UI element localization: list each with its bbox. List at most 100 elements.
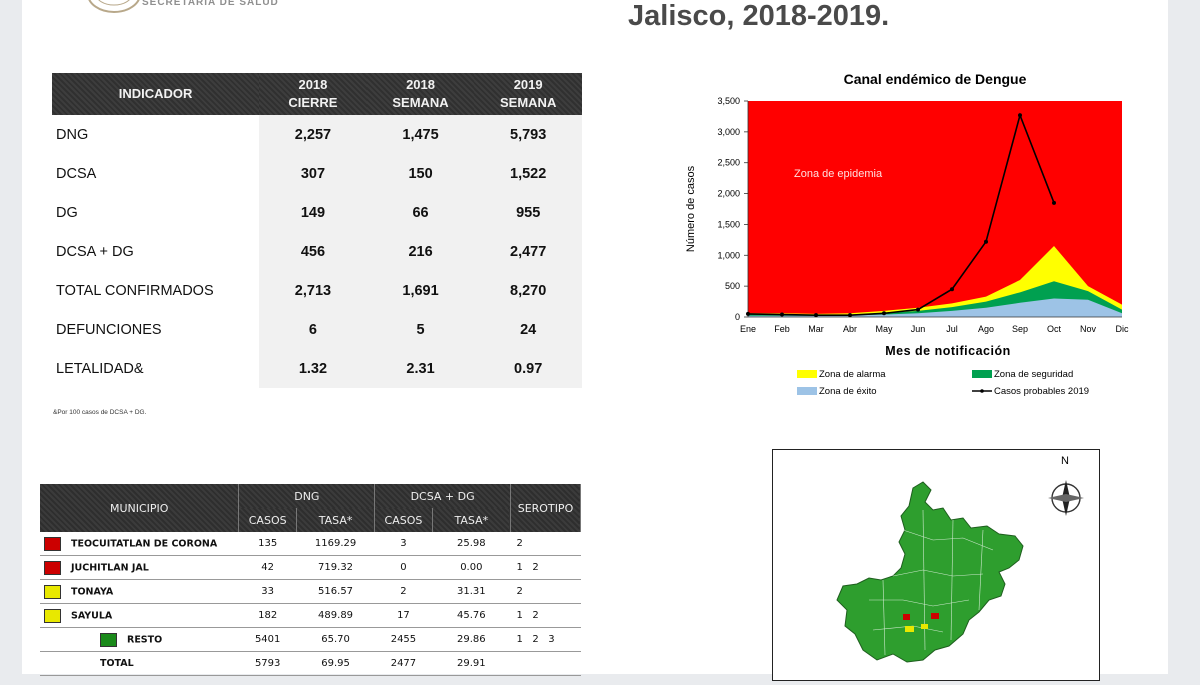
risk-color-square	[44, 584, 61, 599]
risk-color-square	[100, 632, 117, 647]
north-label: N	[1061, 455, 1069, 467]
municipio-name: JUCHITLAN JAL	[71, 562, 149, 573]
header-year: 2018	[406, 77, 435, 92]
line-point	[848, 313, 852, 318]
indicator-label: DCSA + DG	[56, 243, 134, 260]
x-tick-label: Oct	[1047, 324, 1062, 334]
risk-color-square	[44, 608, 61, 623]
indicator-row: DG 149 66 955	[52, 193, 582, 232]
header-2018-cierre: 2018 CIERRE	[259, 73, 367, 115]
indicator-row: DCSA + DG 456 216 2,477	[52, 232, 582, 271]
municipio-name-cell: TOTAL	[40, 651, 239, 676]
page-title: Jalisco, 2018-2019.	[628, 0, 890, 32]
indicator-row: DNG 2,257 1,475 5,793	[52, 115, 582, 154]
line-point	[916, 307, 920, 312]
indicator-value: 6	[259, 310, 367, 349]
indicator-value: 8,270	[474, 271, 582, 310]
line-point	[746, 311, 750, 316]
municipio-row: SAYULA 182 489.89 17 45.76 1 2	[40, 603, 581, 628]
legend-swatch-point	[980, 389, 984, 393]
municipio-name: RESTO	[127, 634, 163, 645]
indicator-value: 1.32	[259, 349, 367, 388]
epidemic-zone-label: Zona de epidemia	[794, 168, 883, 180]
dcsa-tasa: 29.91	[432, 651, 511, 676]
line-point	[984, 239, 988, 244]
header-period: CIERRE	[288, 95, 338, 110]
municipio-row: RESTO 5401 65.70 2455 29.86 1 2 3	[40, 627, 581, 652]
indicator-row: TOTAL CONFIRMADOS 2,713 1,691 8,270	[52, 271, 582, 310]
legend-label: Casos probables 2019	[994, 386, 1089, 397]
header-period: SEMANA	[392, 95, 449, 110]
line-point	[950, 287, 954, 292]
dcsa-casos: 2477	[374, 651, 433, 676]
x-tick-label: Feb	[774, 324, 790, 334]
chart-title: Canal endémico de Dengue	[844, 71, 1027, 87]
report-page: SECRETARÍA DE SALUD Jalisco, 2018-2019. …	[22, 0, 1168, 681]
dng-casos: 182	[238, 603, 297, 628]
indicator-label: DCSA	[56, 165, 97, 182]
red-municipality-marker	[931, 613, 939, 619]
header-dng: DNG	[238, 484, 376, 508]
dng-casos: 33	[238, 579, 297, 604]
indicators-table: INDICADOR 2018 CIERRE 2018 SEMANA 2019 S…	[52, 73, 582, 388]
municipio-row: TOTAL 5793 69.95 2477 29.91	[40, 651, 581, 676]
line-point	[1018, 113, 1022, 118]
x-tick-label: Sep	[1012, 324, 1028, 334]
y-tick-label: 3,500	[717, 96, 740, 106]
header-casos: CASOS	[374, 508, 433, 532]
indicator-value: 216	[366, 232, 475, 271]
risk-color-square	[44, 560, 61, 575]
dng-casos: 5401	[238, 627, 297, 652]
dng-tasa: 719.32	[296, 555, 375, 580]
dcsa-tasa: 31.31	[432, 579, 511, 604]
yellow-municipality-marker	[921, 624, 928, 629]
risk-color-square	[44, 536, 61, 551]
serotipo-value	[510, 651, 581, 676]
indicator-value: 1,475	[366, 115, 475, 154]
indicator-label: LETALIDAD&	[56, 360, 144, 377]
y-tick-label: 0	[735, 312, 740, 322]
indicator-value: 150	[366, 154, 475, 193]
indicator-value: 456	[259, 232, 367, 271]
legend-label: Zona de alarma	[819, 369, 886, 380]
dcsa-casos: 2	[374, 579, 433, 604]
x-tick-label: Dic	[1116, 324, 1129, 334]
municipio-name: SAYULA	[71, 610, 113, 621]
header-municipio: MUNICIPIO	[40, 484, 240, 532]
municipio-row: TEOCUITATLAN DE CORONA 135 1169.29 3 25.98 2	[40, 532, 581, 556]
header-tasa: TASA*	[432, 508, 511, 532]
legend-swatch	[972, 370, 992, 378]
y-tick-label: 1,500	[717, 219, 740, 229]
line-casos-probables-2019	[747, 112, 1055, 316]
municipio-row: TONAYA 33 516.57 2 31.31 2	[40, 579, 581, 604]
yellow-municipality-marker	[905, 626, 914, 632]
municipality-borders	[869, 509, 994, 656]
indicator-value: 5,793	[474, 115, 582, 154]
footnote: &Por 100 casos de DCSA + DG.	[53, 409, 147, 416]
indicator-row: DEFUNCIONES 6 5 24	[52, 310, 582, 349]
dcsa-tasa: 45.76	[432, 603, 511, 628]
x-tick-label: Ene	[740, 324, 756, 334]
map-svg: N	[836, 455, 1084, 663]
indicator-value: 955	[474, 193, 582, 232]
dng-tasa: 1169.29	[296, 532, 375, 556]
indicator-value: 2.31	[366, 349, 475, 388]
header-2019-semana: 2019 SEMANA	[474, 73, 582, 115]
header-dcsa-dg: DCSA + DG	[374, 484, 511, 508]
red-municipality-marker	[903, 614, 910, 620]
serotipo-value: 1 2 3	[510, 627, 581, 652]
x-axis-title: Mes de notificación	[885, 344, 1011, 358]
dng-tasa: 489.89	[296, 603, 375, 628]
indicator-label: DNG	[56, 126, 89, 143]
dng-tasa: 69.95	[296, 651, 375, 676]
indicator-value: 1,691	[366, 271, 475, 310]
x-tick-label: May	[875, 324, 893, 334]
dcsa-casos: 17	[374, 603, 433, 628]
indicator-label: DEFUNCIONES	[56, 321, 162, 338]
legend-label: Zona de seguridad	[994, 369, 1073, 380]
jalisco-municipalities-shape	[836, 481, 1024, 663]
dcsa-casos: 0	[374, 555, 433, 580]
y-axis-title: Número de casos	[685, 165, 697, 252]
x-tick-label: Jul	[946, 324, 958, 334]
header-2018-semana: 2018 SEMANA	[366, 73, 475, 115]
